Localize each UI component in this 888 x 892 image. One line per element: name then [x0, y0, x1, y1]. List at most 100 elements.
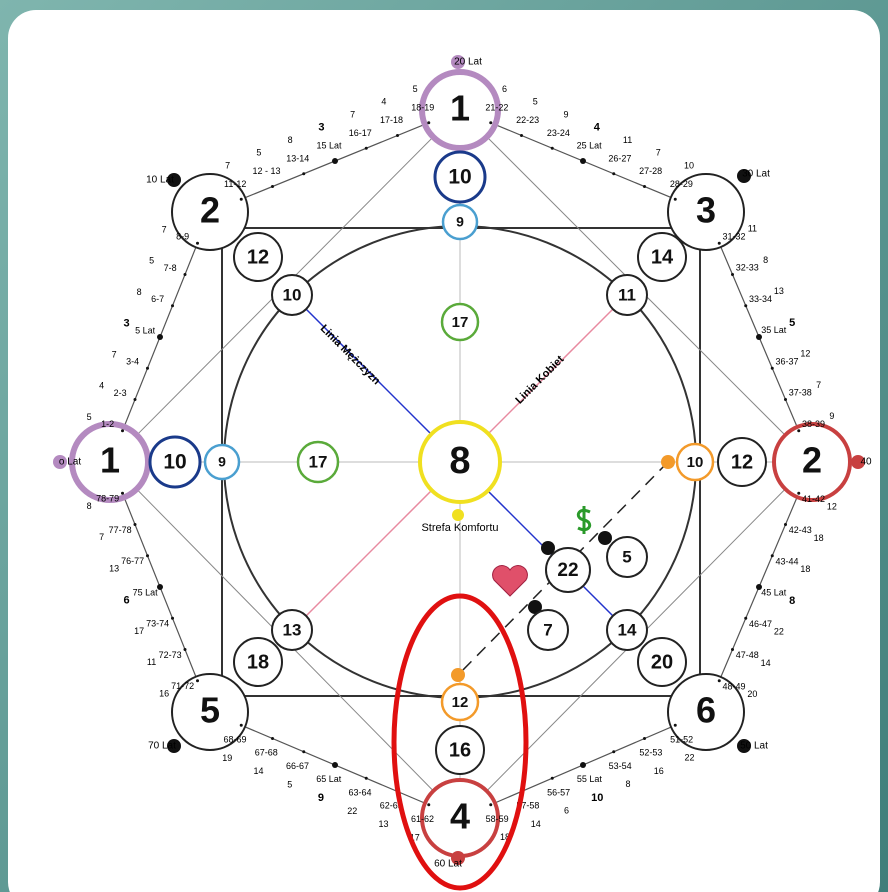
node-circle: [271, 274, 313, 316]
edge-dot: [550, 776, 554, 780]
node-circle: [171, 673, 249, 751]
edge-range: 37-38: [789, 388, 812, 398]
edge-dot: [364, 776, 368, 780]
edge-dot: [146, 554, 149, 558]
edge-range: 18-19: [411, 102, 434, 112]
edge-dot: [364, 146, 368, 150]
edge-range: 63-64: [348, 787, 371, 797]
edge-dot: [643, 185, 646, 188]
edge-number: 18: [800, 564, 810, 574]
edge-range: 55 Lat: [577, 774, 603, 784]
edge-range: 73-74: [146, 619, 169, 629]
edge-dot: [171, 304, 174, 308]
edge-number: 7: [99, 532, 104, 542]
edge-number: 17: [410, 832, 420, 842]
edge-range: 25 Lat: [577, 141, 603, 151]
edge-range: 26-27: [608, 153, 631, 163]
edge-dot: [183, 648, 187, 651]
edge-number: 8: [763, 255, 768, 265]
edge-range: 71-72: [171, 681, 194, 691]
node-circle: [433, 150, 487, 204]
edge-range: 53-54: [609, 761, 632, 771]
age-dot: [167, 739, 181, 753]
edge-dot: [157, 584, 163, 590]
node-label: 4: [450, 796, 470, 837]
edge-dot: [196, 241, 199, 245]
edge-dot: [770, 554, 774, 558]
node-label: 17: [452, 314, 469, 331]
node-label: 5: [200, 690, 220, 731]
edge-range: 65 Lat: [316, 774, 342, 784]
age-label: o Lat: [59, 457, 81, 468]
node-circle: [606, 536, 648, 578]
edge-range: 46-47: [749, 619, 772, 629]
edge-number: 18: [500, 832, 510, 842]
edge-range: 78-79: [96, 494, 119, 504]
age-dot: [451, 851, 465, 865]
edge-range: 57-58: [516, 801, 539, 811]
edge-dot: [146, 366, 149, 370]
age-label: 10 Lat: [146, 175, 174, 186]
edge-number: 7: [225, 160, 230, 170]
node-circle: [171, 173, 249, 251]
edge-dot: [784, 523, 787, 526]
edge-number: 7: [162, 224, 167, 234]
edge-number: 8: [87, 501, 92, 511]
edge-range: 76-77: [121, 556, 144, 566]
edge-range: 58-59: [486, 814, 509, 824]
edge-number: 3: [124, 318, 130, 330]
edge-number: 13: [774, 286, 784, 296]
edge-dot: [756, 334, 762, 340]
edge-number: 5: [533, 97, 538, 107]
dot: [528, 600, 542, 614]
edge-range: 16-17: [349, 128, 372, 138]
node-label: 22: [557, 560, 578, 581]
dot: [541, 541, 555, 555]
edge-dot: [271, 737, 274, 740]
edge-range: 8-9: [176, 232, 189, 242]
age-dot: [737, 169, 751, 183]
edge-dot: [797, 491, 801, 495]
edge-number: 5: [789, 317, 795, 329]
age-label: 70 Lat: [148, 741, 176, 752]
dot: [598, 531, 612, 545]
comfort-label: Strefa Komfortu: [421, 522, 498, 534]
heart-icon: [492, 565, 528, 597]
node-circle: [440, 302, 480, 342]
edge-dot: [332, 158, 338, 164]
age-dot: [167, 173, 181, 187]
edge-range: 56-57: [547, 787, 570, 797]
edge-number: 6: [124, 594, 130, 606]
node-label: 10: [283, 285, 302, 304]
node-label: 13: [283, 620, 302, 639]
edge-dot: [612, 750, 616, 754]
edge-dot: [520, 134, 523, 137]
edge-number: 4: [381, 97, 386, 107]
node-circle: [419, 69, 501, 151]
age-label: 30 Lat: [742, 169, 770, 180]
node-label: 10: [448, 166, 471, 189]
node-label: 12: [247, 246, 269, 268]
node-label: 12: [731, 451, 753, 473]
edge-range: 61-62: [411, 814, 434, 824]
edge-dot: [396, 134, 399, 137]
edge-range: 36-37: [775, 356, 798, 366]
edge-number: 7: [350, 109, 355, 119]
edge-range: 32-33: [736, 263, 759, 273]
edge-dot: [731, 648, 734, 651]
edge-range: 6-7: [151, 294, 164, 304]
node-label: 1: [100, 440, 120, 481]
edge-number: 6: [502, 84, 507, 94]
edge-dot: [133, 398, 137, 401]
age-label: 20 Lat: [454, 57, 482, 68]
edge-number: 5: [87, 412, 92, 422]
node-circle: [637, 232, 687, 282]
edge-range: 17-18: [380, 115, 403, 125]
edge-number: 22: [684, 753, 694, 763]
edge-number: 14: [253, 766, 263, 776]
age-dot: [737, 739, 751, 753]
age-label: 40: [860, 457, 872, 468]
edge-number: 9: [829, 411, 834, 421]
edge-range: 3-4: [126, 357, 139, 367]
edge-dot: [756, 584, 762, 590]
